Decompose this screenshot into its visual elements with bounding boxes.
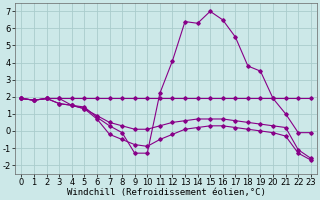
X-axis label: Windchill (Refroidissement éolien,°C): Windchill (Refroidissement éolien,°C) <box>67 188 266 197</box>
